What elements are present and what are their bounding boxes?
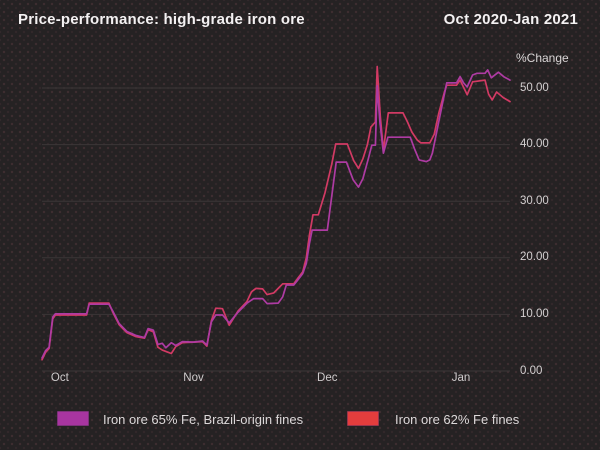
x-tick-label: Nov [183, 372, 204, 384]
x-tick-label: Jan [451, 372, 471, 384]
y-tick-label: 30.00 [520, 194, 549, 207]
legend-swatch-62fe [347, 411, 379, 426]
y-tick-label: 50.00 [520, 81, 549, 94]
y-tick-label: 10.00 [520, 307, 549, 320]
legend-label-65fe: Iron ore 65% Fe, Brazil-origin fines [103, 412, 304, 427]
date-range-title: Oct 2020-Jan 2021 [443, 11, 578, 28]
page-title: Price-performance: high-grade iron ore [18, 11, 305, 28]
series-paths [41, 65, 511, 361]
y-tick-label: 0.00 [520, 364, 543, 377]
y-axis-title: %Change [516, 51, 569, 65]
legend-swatch-65fe [57, 411, 89, 426]
gridlines [42, 87, 510, 372]
y-tick-label: 40.00 [520, 138, 549, 151]
y-tick-label: 20.00 [520, 251, 549, 264]
series-line-65fe [41, 69, 511, 359]
series-line-62fe [41, 65, 511, 361]
x-tick-label: Dec [317, 372, 338, 384]
x-tick-label: Oct [50, 372, 69, 384]
chart-legend: Iron ore 65% Fe, Brazil-origin fines Iro… [0, 404, 600, 434]
legend-label-62fe: Iron ore 62% Fe fines [395, 412, 520, 427]
